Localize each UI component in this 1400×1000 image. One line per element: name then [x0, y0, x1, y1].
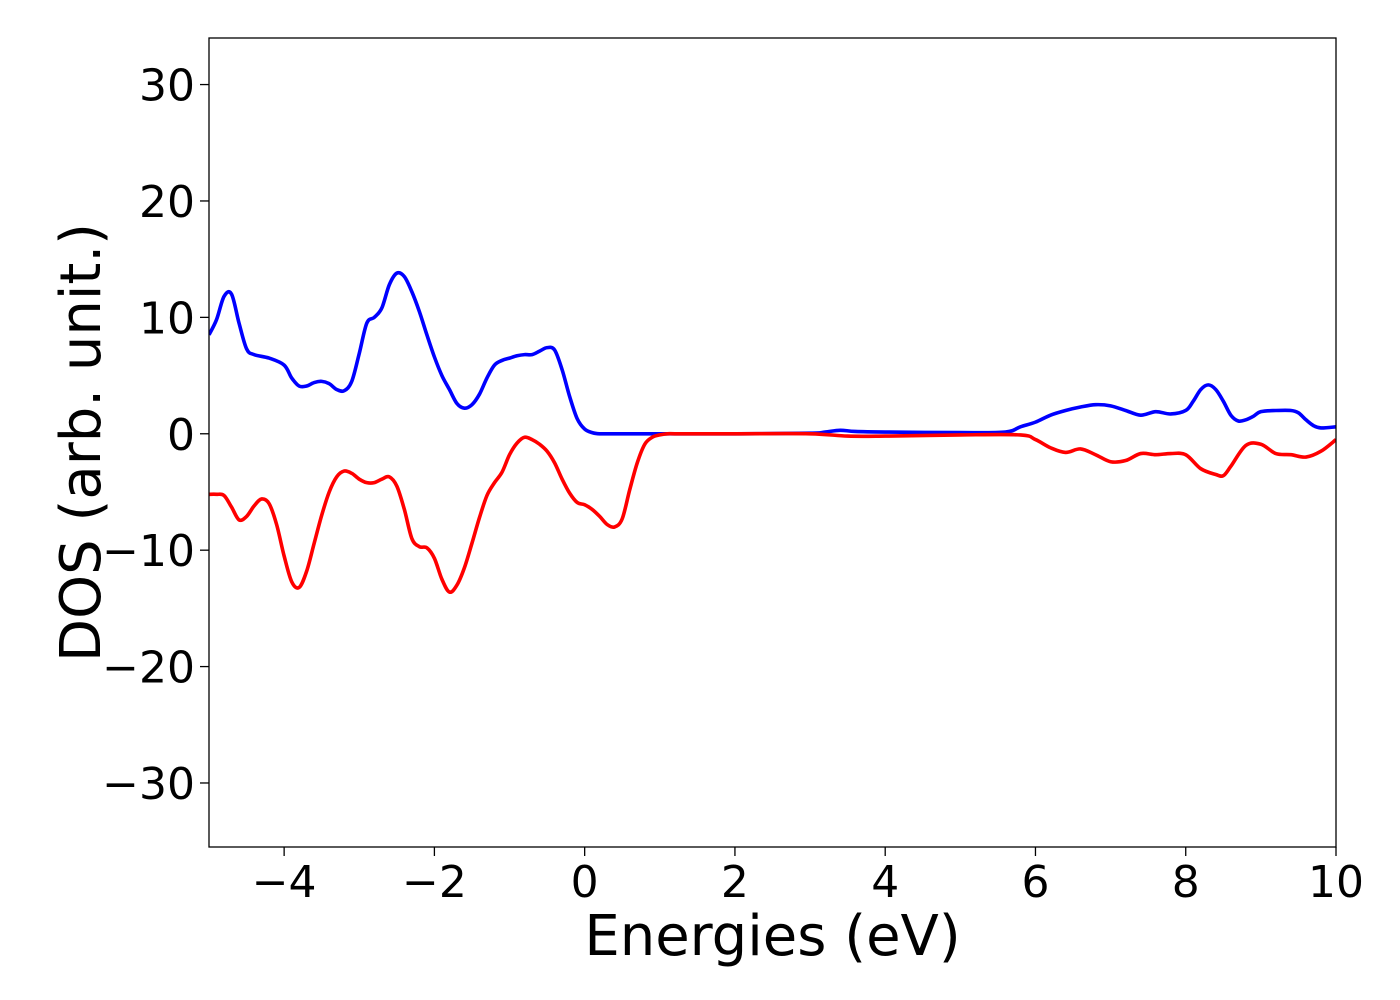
x-tick-label: 2 [721, 857, 749, 908]
x-tick-label: 6 [1021, 857, 1049, 908]
series-line-1 [209, 270, 1336, 436]
plot-frame [208, 37, 1337, 848]
y-tick-label: 10 [139, 293, 195, 344]
y-axis-title: DOS (arb. unit.) [49, 223, 114, 662]
y-tick-label: −20 [102, 643, 195, 694]
x-axis-ticks: −4 −2 0 2 4 6 8 10 [252, 847, 1364, 908]
x-tick-label: 0 [571, 857, 599, 908]
series-line-2 [209, 431, 1336, 595]
x-axis-title: Energies (eV) [584, 904, 960, 969]
y-axis-ticks: 30 20 10 0 −10 −20 −30 [102, 61, 209, 810]
x-tick-label: −2 [402, 857, 467, 908]
plot-lines [209, 270, 1336, 595]
x-tick-label: −4 [252, 857, 317, 908]
y-tick-label: 30 [139, 61, 195, 112]
y-tick-label: −30 [102, 759, 195, 810]
x-tick-label: 8 [1172, 857, 1200, 908]
y-tick-label: −10 [102, 526, 195, 577]
y-tick-label: 20 [139, 177, 195, 228]
x-tick-label: 4 [871, 857, 899, 908]
y-tick-label: 0 [167, 410, 195, 461]
x-tick-label: 10 [1308, 857, 1364, 908]
